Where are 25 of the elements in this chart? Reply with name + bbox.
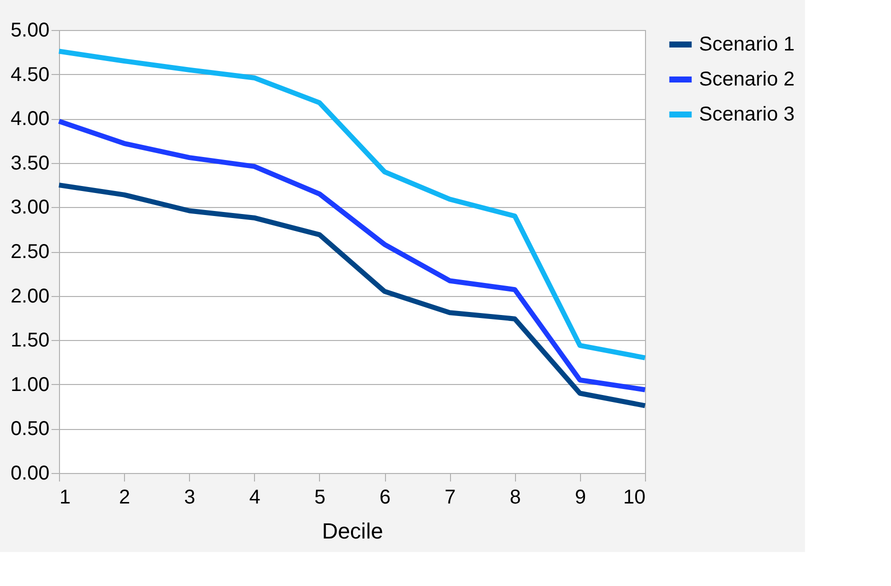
y-tick-label: 3.00 bbox=[10, 196, 50, 219]
y-tick-label: 0.00 bbox=[10, 462, 50, 484]
y-tick-label: 0.50 bbox=[10, 418, 50, 440]
y-tick-label: 4.50 bbox=[10, 64, 50, 86]
y-tick-label: 2.00 bbox=[10, 285, 50, 308]
legend-label: Scenario 1 bbox=[699, 34, 795, 56]
y-tick-label: 2.50 bbox=[10, 241, 50, 263]
x-tick-label: 9 bbox=[574, 486, 586, 508]
legend-label: Scenario 2 bbox=[699, 68, 795, 90]
x-tick-label: 3 bbox=[184, 486, 196, 508]
x-tick-label: 2 bbox=[119, 486, 130, 508]
x-tick-label: 5 bbox=[314, 486, 326, 508]
x-tick-label: 10 bbox=[623, 486, 646, 508]
x-tick-label: 4 bbox=[249, 486, 260, 508]
y-tick-label: 4.00 bbox=[10, 108, 50, 130]
x-tick-label: 7 bbox=[444, 486, 456, 508]
y-tick-label: 3.50 bbox=[10, 152, 50, 174]
x-tick-label: 8 bbox=[510, 486, 521, 508]
x-tick-label: 6 bbox=[379, 486, 391, 508]
y-tick-label: 1.50 bbox=[10, 330, 50, 352]
x-axis-title: Decile bbox=[322, 518, 384, 544]
y-tick-label: 5.00 bbox=[10, 20, 50, 42]
x-tick-label: 1 bbox=[60, 486, 71, 508]
y-tick-label: 1.00 bbox=[10, 374, 50, 396]
legend-label: Scenario 3 bbox=[699, 104, 795, 126]
